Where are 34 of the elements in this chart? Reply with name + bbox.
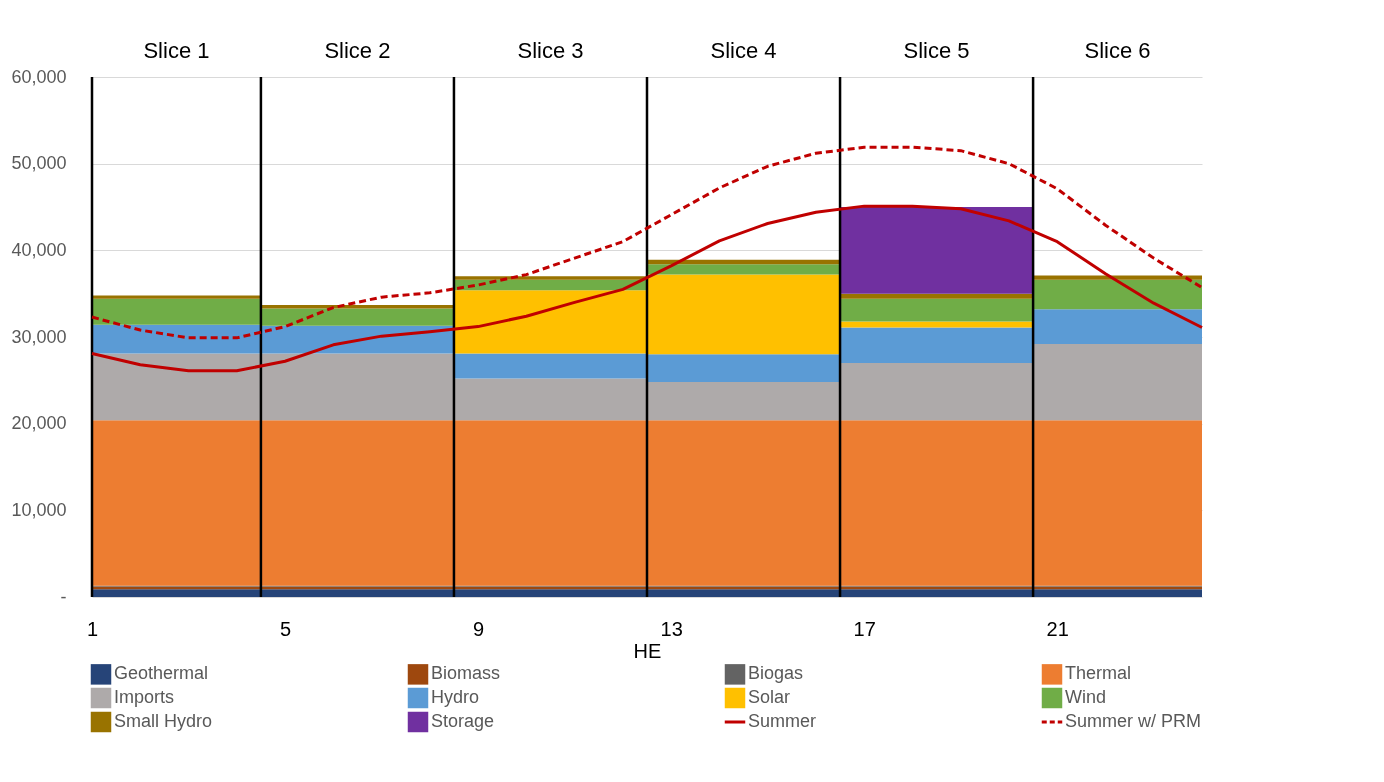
text: Slice 2 [324,38,391,63]
text: Slice 1 [143,38,210,63]
x-tick-label: 17 [853,617,876,640]
x-tick-label: 21 [1046,617,1069,640]
legend-label: Geothermal [114,663,209,684]
y-tick-label: - [60,586,67,607]
legend-label: Storage [431,711,495,731]
x-tick-label: 13 [660,617,683,640]
legend-label: Hydro [431,687,480,707]
x-tick-label: 1 [86,617,99,640]
text: Slice 4 [710,38,777,63]
text: Slice 5 [903,38,970,63]
line-series [90,204,1204,373]
y-tick-label: 50,000 [11,153,67,174]
x-axis-title: HE [633,639,662,662]
x-tick-label: 9 [473,617,485,640]
y-tick-label: 40,000 [11,239,67,260]
y-tick-label: 30,000 [11,326,67,347]
legend-label: Summer [748,711,817,731]
y-tick-label: 20,000 [11,413,67,434]
y-tick-label: 10,000 [11,499,67,520]
legend-label: Summer w/ PRM [1065,711,1202,731]
legend-label: Biogas [748,663,804,684]
text: Slice 3 [517,38,584,63]
legend-label: Small Hydro [114,711,213,731]
legend-label: Biomass [431,663,501,684]
legend-label: Imports [114,687,175,707]
y-tick-label: 60,000 [11,66,67,87]
legend-label: Solar [748,687,791,707]
text: Slice 6 [1084,38,1151,63]
legend-label: Thermal [1065,663,1132,684]
legend-label: Wind [1065,687,1107,707]
line-series [90,145,1204,340]
x-tick-label: 5 [279,617,292,640]
